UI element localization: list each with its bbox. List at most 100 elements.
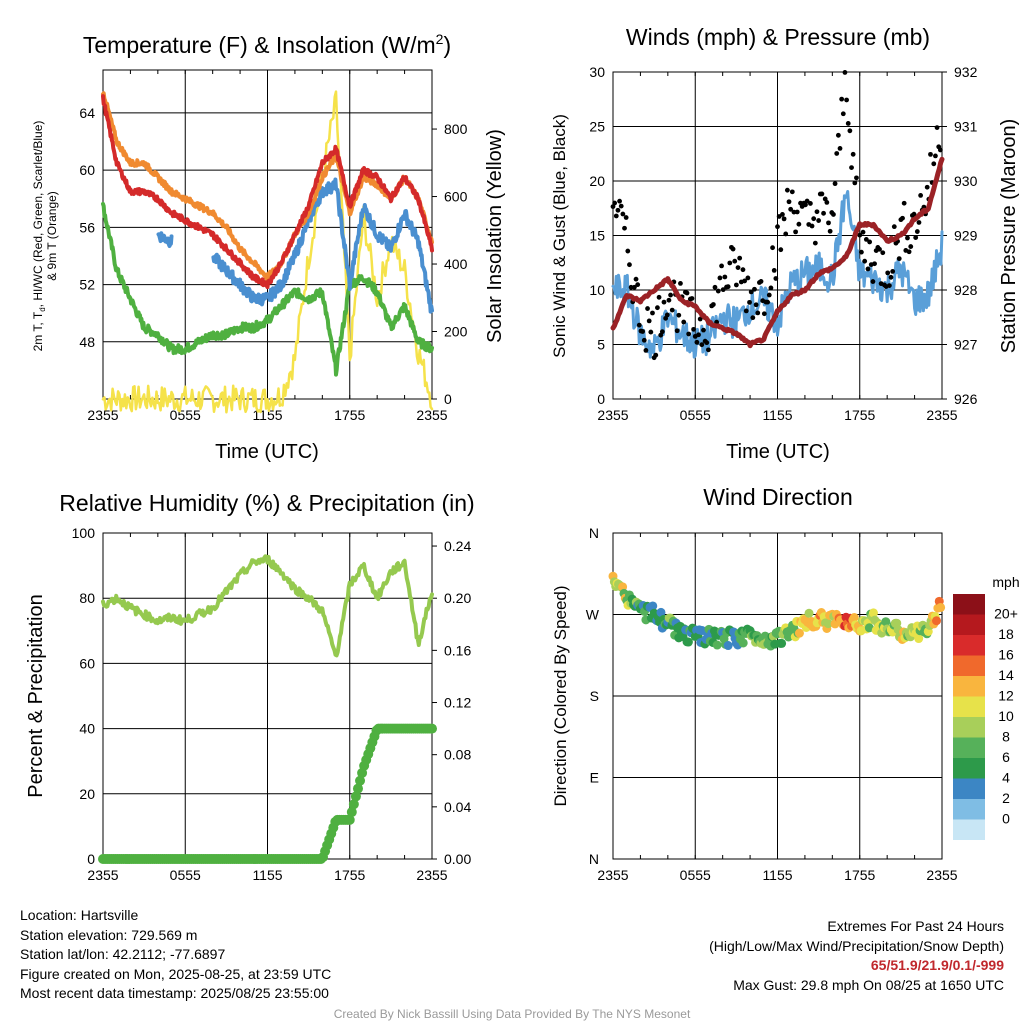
gust-point [816, 218, 822, 223]
gust-point [803, 202, 808, 208]
rh-xtick-label: 1155 [252, 867, 282, 883]
wind-y2tick-label: 927 [954, 337, 978, 353]
temp-y2tick-label: 400 [444, 256, 468, 272]
gust-point [831, 212, 836, 217]
gust-point [770, 245, 775, 251]
gust-point [933, 153, 938, 159]
temperature-left-axis-label-2: & 9m T (Orange) [45, 191, 59, 281]
gust-point [628, 284, 634, 290]
gust-point [650, 310, 655, 316]
gust-point [648, 329, 654, 335]
gust-point [860, 229, 866, 235]
extremes-values: 65/51.9/21.9/0.1/-999 [870, 957, 1004, 974]
gust-point [867, 239, 873, 245]
gust-point [655, 305, 660, 311]
gust-point [814, 209, 820, 215]
dir-xtick-label: 1155 [762, 867, 792, 883]
colorbar-swatch [953, 799, 985, 820]
colorbar-swatch [953, 778, 985, 799]
timestamp-line: Most recent data timestamp: 2025/08/25 2… [20, 985, 329, 1002]
colorbar-label: 6 [1002, 749, 1010, 765]
precip-point [344, 814, 355, 825]
gust-point [697, 316, 703, 322]
gust-point [615, 207, 621, 213]
temp-xtick-label: 2355 [87, 407, 118, 423]
direction-point [777, 638, 787, 648]
temp-ytick-label: 48 [79, 334, 95, 350]
gust-point [622, 225, 627, 231]
gust-point [901, 200, 907, 206]
gust-point [796, 221, 802, 227]
gust-point [656, 294, 662, 300]
gust-point [821, 210, 826, 216]
location-line: Location: Hartsville [20, 907, 139, 923]
gust-point [834, 151, 840, 156]
rh-y2tick-label: 0.24 [444, 538, 471, 554]
colorbar-swatch [953, 819, 985, 840]
temperature-x-axis-label: Time (UTC) [215, 441, 319, 463]
rh-xtick-label: 2355 [416, 867, 447, 883]
wind-y2tick-label: 926 [954, 391, 978, 407]
gust-point [664, 312, 670, 318]
gust-point [858, 249, 864, 255]
colorbar-label: 0 [1002, 811, 1010, 827]
gust-point [824, 200, 830, 205]
direction-point [656, 607, 666, 617]
gust-point [850, 151, 856, 157]
gust-point [733, 282, 739, 288]
latlon-line: Station lat/lon: 42.2112; -77.6897 [20, 946, 226, 963]
wind-ytick-label: 0 [597, 391, 605, 407]
rh-ytick-label: 20 [79, 786, 95, 802]
credit-line: Created By Nick Bassill Using Data Provi… [333, 1007, 691, 1021]
temp-ytick-label: 56 [79, 219, 95, 235]
gust-point [719, 263, 724, 269]
wind-line [611, 190, 944, 359]
gust-point [645, 306, 650, 311]
colorbar-label: 18 [998, 626, 1014, 642]
colorbar-swatch [953, 655, 985, 676]
gust-point [625, 248, 631, 254]
direction-point [849, 613, 859, 623]
dir-xtick-label: 1755 [844, 867, 875, 883]
winds-title: Winds (mph) & Pressure (mb) [626, 24, 930, 50]
gust-point [849, 165, 854, 171]
gust-point [794, 209, 800, 215]
gust-point [710, 302, 716, 307]
wind-ytick-label: 25 [589, 119, 605, 135]
colorbar-swatch [953, 635, 985, 656]
gust-point [928, 151, 933, 157]
wind-y2tick-label: 932 [954, 64, 978, 80]
temp-ytick-label: 52 [79, 277, 95, 293]
gust-point [725, 284, 731, 290]
gust-point [773, 276, 779, 281]
gust-point [748, 289, 754, 295]
wind-xtick-label: 2355 [926, 407, 957, 423]
gust-point [717, 275, 723, 281]
gust-point [613, 213, 619, 219]
wind-y2tick-label: 928 [954, 282, 978, 298]
gust-point [880, 250, 886, 256]
colorbar-label: 20+ [994, 606, 1018, 622]
pressure-line [610, 156, 945, 349]
gust-point [789, 189, 795, 195]
temp-xtick-label: 1755 [334, 407, 365, 423]
gust-point [706, 347, 711, 353]
gust-point [918, 193, 924, 198]
humidity-title: Relative Humidity (%) & Precipitation (i… [59, 490, 474, 516]
gust-point [681, 319, 687, 325]
gust-point [694, 339, 700, 345]
rh-ytick-label: 60 [79, 655, 95, 671]
gust-point [908, 244, 914, 249]
temperature-title: Temperature (F) & Insolation (W/m2) [83, 31, 451, 58]
gust-point [653, 352, 659, 358]
gust-point [696, 332, 701, 338]
elevation-line: Station elevation: 729.569 m [20, 926, 198, 943]
gust-point [768, 285, 774, 291]
gust-point [845, 121, 851, 126]
temperature-left-axis-label: 2m T, Td, HI/WC (Red, Green, Scarlet/Blu… [31, 121, 47, 352]
temp-y2tick-label: 800 [444, 121, 468, 137]
gust-point [906, 249, 912, 255]
colorbar-swatch [953, 758, 985, 779]
gust-point [808, 201, 813, 206]
wind-xtick-label: 0555 [680, 407, 711, 423]
